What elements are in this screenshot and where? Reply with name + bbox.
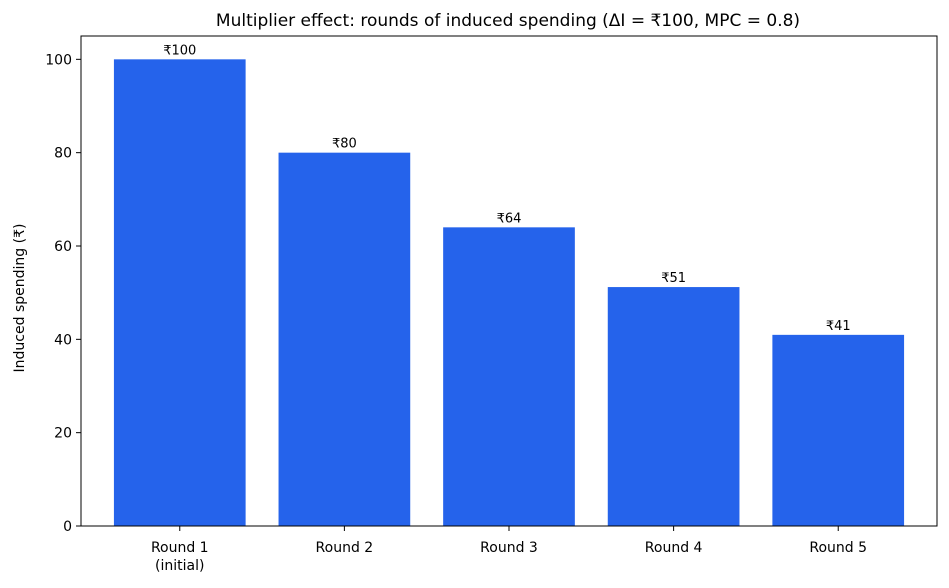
x-tick-label: Round 1 (initial) [151, 540, 209, 574]
plot-frame [80, 35, 938, 527]
bar-value-label: ₹64 [497, 211, 522, 226]
y-axis-ticks: 0 20 40 60 80 100 [45, 52, 81, 535]
bar-value-label: ₹80 [332, 137, 357, 152]
x-tick-label: Round 2 [316, 540, 374, 556]
y-tick-label: 0 [63, 519, 72, 535]
bar [113, 59, 246, 526]
bar [443, 227, 575, 527]
y-tick-label: 40 [54, 332, 72, 348]
bars-group [113, 59, 905, 527]
x-tick-label: Round 3 [480, 540, 538, 556]
bar [607, 287, 740, 526]
data-labels-group: ₹100 ₹80 ₹64 ₹51 ₹41 [163, 43, 850, 334]
bar [278, 152, 411, 526]
y-tick-label: 80 [54, 146, 72, 162]
x-axis-ticks: Round 1 (initial) Round 2 Round 3 Round 4 Rou… [151, 526, 867, 574]
bar [772, 334, 905, 526]
x-tick-label: Round 4 [645, 540, 703, 556]
chart-title: Multiplier effect: rounds of induced spe… [216, 11, 800, 31]
y-tick-label: 100 [45, 52, 72, 68]
y-tick-label: 20 [54, 426, 72, 442]
bar-value-label: ₹41 [826, 319, 851, 334]
x-tick-label: Round 5 [809, 540, 867, 556]
y-tick-label: 60 [54, 239, 72, 255]
y-axis-label: Induced spending (₹) [12, 224, 28, 373]
bar-value-label: ₹51 [661, 271, 686, 286]
bar-value-label: ₹100 [163, 43, 196, 58]
